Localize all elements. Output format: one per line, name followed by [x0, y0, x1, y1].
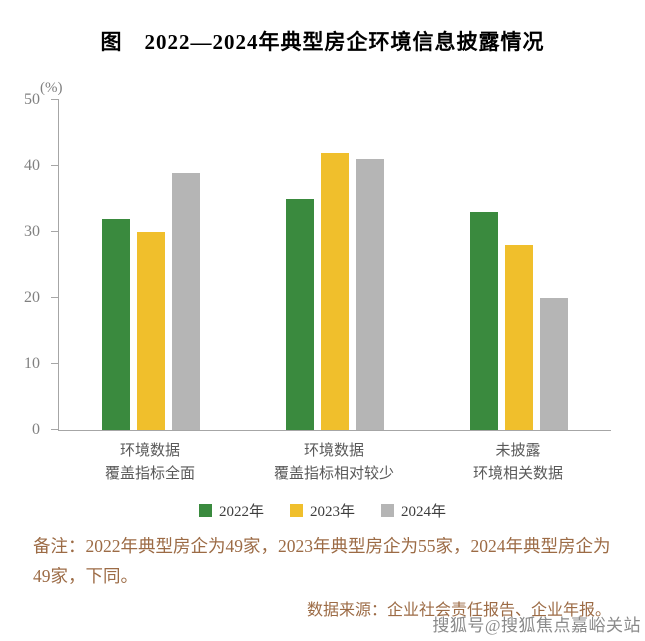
x-axis-labels: 环境数据 覆盖指标全面 环境数据 覆盖指标相对较少 未披露 环境相关数据: [58, 440, 610, 487]
bar: [321, 152, 349, 430]
watermark: 搜狐号@搜狐焦点嘉峪关站: [432, 616, 641, 635]
legend-label: 2022年: [218, 504, 264, 520]
bar-group: [470, 100, 568, 430]
legend-swatch-icon: [198, 504, 212, 517]
bar: [137, 232, 165, 430]
legend-item: 2024年: [381, 500, 446, 521]
legend-label: 2024年: [401, 504, 447, 520]
y-tick-label: 20: [24, 289, 40, 306]
source-text: 数据来源：企业社会责任报告、企业年报。: [306, 602, 611, 619]
y-axis-labels: 0 10 20 30 40 50: [0, 91, 48, 438]
legend-item: 2023年: [289, 500, 355, 521]
y-tick-mark: [51, 99, 59, 100]
legend-item: 2022年: [198, 500, 264, 521]
bar-groups: [59, 100, 611, 430]
bar: [540, 298, 568, 430]
category-label: 环境数据 覆盖指标相对较少: [273, 443, 394, 483]
note-text: 备注：2022年典型房企为49家，2023年典型房企为55家，2024年典型房企…: [33, 536, 611, 587]
y-tick-label: 0: [32, 421, 40, 438]
y-tick-mark: [51, 165, 59, 166]
bar: [356, 159, 384, 430]
legend-swatch-icon: [381, 504, 394, 517]
legend: 2022年 2023年 2024年: [0, 500, 645, 521]
y-tick-label: 30: [24, 223, 40, 240]
chart-title: 图 2022—2024年典型房企环境信息披露情况: [100, 30, 545, 54]
y-tick-label: 50: [24, 91, 40, 108]
bar-group: [286, 100, 384, 430]
y-tick-label: 40: [24, 157, 40, 174]
legend-swatch-icon: [289, 504, 303, 517]
legend-label: 2023年: [309, 504, 355, 520]
y-tick-label: 10: [24, 355, 40, 372]
bar-group: [102, 100, 200, 430]
bar: [172, 172, 200, 430]
bar: [286, 199, 314, 430]
category-label: 环境数据 覆盖指标全面: [104, 443, 195, 483]
y-axis-unit-label: (%): [40, 80, 63, 96]
y-tick-mark: [51, 429, 59, 430]
bar: [470, 212, 498, 430]
bar: [505, 245, 533, 430]
plot-area: [51, 99, 611, 431]
bar: [102, 218, 130, 430]
y-tick-mark: [51, 231, 59, 232]
y-tick-mark: [51, 297, 59, 298]
y-tick-mark: [51, 363, 59, 364]
category-label: 未披露 环境相关数据: [472, 443, 563, 483]
